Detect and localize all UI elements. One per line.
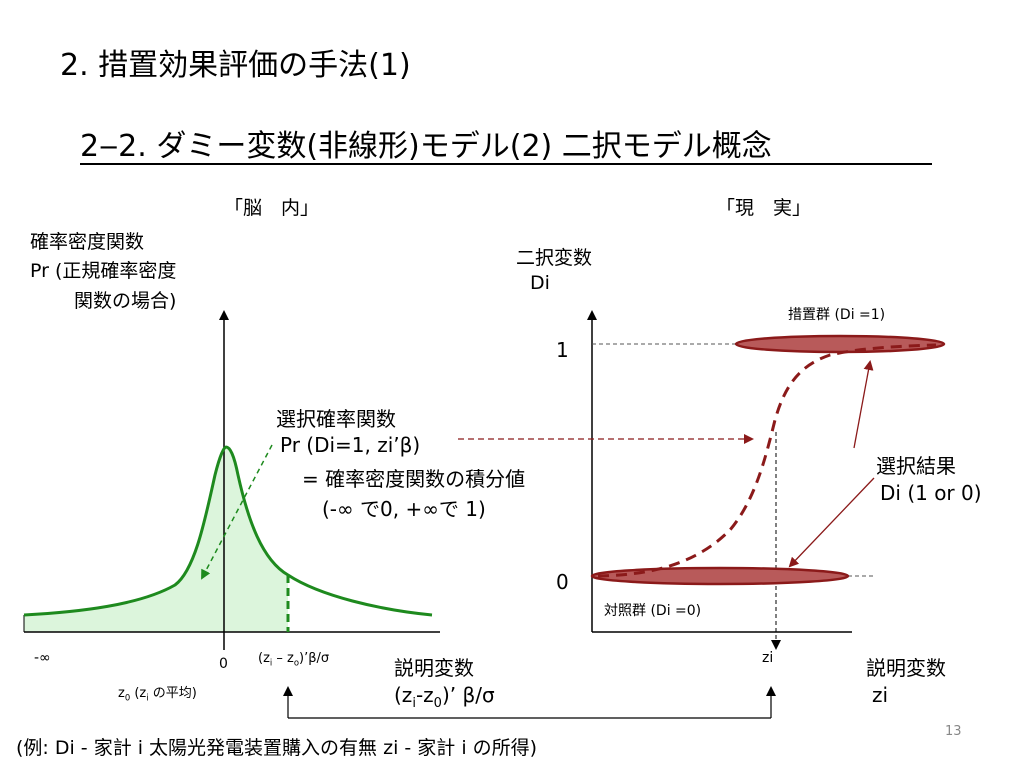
control-group-label: 対照群 (Di =0) <box>604 603 702 619</box>
page-number: 13 <box>945 724 962 739</box>
cutoff-value-label: (zi – zo)’β/σ <box>258 651 330 668</box>
tick-zero-label: 0 <box>556 570 569 594</box>
right-x-axis-title: 説明変数 <box>866 656 946 680</box>
selection-probability-title: 選択確率関数 <box>276 407 396 431</box>
right-x-axis-sub: zi <box>872 683 889 707</box>
result-arrow-up <box>853 360 874 449</box>
choice-probability-curve <box>597 343 937 578</box>
zero-label: 0 <box>219 656 228 672</box>
right-panel-header: 「現 実」 <box>716 197 812 219</box>
cdf-shaded-area <box>24 447 288 632</box>
selection-probability-integral: = 確率密度関数の積分値 <box>302 467 526 491</box>
left-y-label-3: 関数の場合) <box>74 290 177 312</box>
slide-subtitle: 2‒2. ダミー変数(非線形)モデル(2) 二択モデル概念 <box>80 129 772 164</box>
treated-group-label: 措置群 (Di =1) <box>788 307 886 323</box>
z0-mean-label: z0 (zi の平均) <box>118 686 197 703</box>
result-label-1: 選択結果 <box>876 454 956 478</box>
example-footnote: (例: Di - 家計 i 太陽光発電装置購入の有無 zi - 家計 i の所得… <box>16 737 538 759</box>
right-y-label-2: Di <box>530 272 550 294</box>
treated-group-ellipse <box>734 334 946 354</box>
left-y-label-2: Pr (正規確率密度 <box>30 260 177 282</box>
area-pointer-arrow <box>201 444 273 580</box>
right-y-label-1: 二択変数 <box>516 247 593 269</box>
subtitle-underline <box>80 163 932 165</box>
control-group-ellipse <box>590 566 850 586</box>
tick-one-label: 1 <box>556 338 569 362</box>
selection-probability-limits: (-∞ で0, +∞で 1) <box>322 497 486 521</box>
left-panel-header: 「脳 内」 <box>224 197 320 219</box>
left-y-label-1: 確率密度関数 <box>30 231 145 253</box>
left-x-axis-formula: (zi-z0)’ β/σ <box>394 683 495 711</box>
left-x-axis-title: 説明変数 <box>394 656 474 680</box>
result-label-2: Di (1 or 0) <box>880 481 982 505</box>
result-arrow-down <box>788 477 875 568</box>
slide-title: 2. 措置効果評価の手法(1) <box>60 48 411 83</box>
selection-probability-formula: Pr (Di=1, zi’β) <box>280 433 421 457</box>
neg-infinity-label: -∞ <box>34 650 51 666</box>
normal-density-curve <box>23 445 433 617</box>
zi-point-label: zi <box>762 650 774 666</box>
